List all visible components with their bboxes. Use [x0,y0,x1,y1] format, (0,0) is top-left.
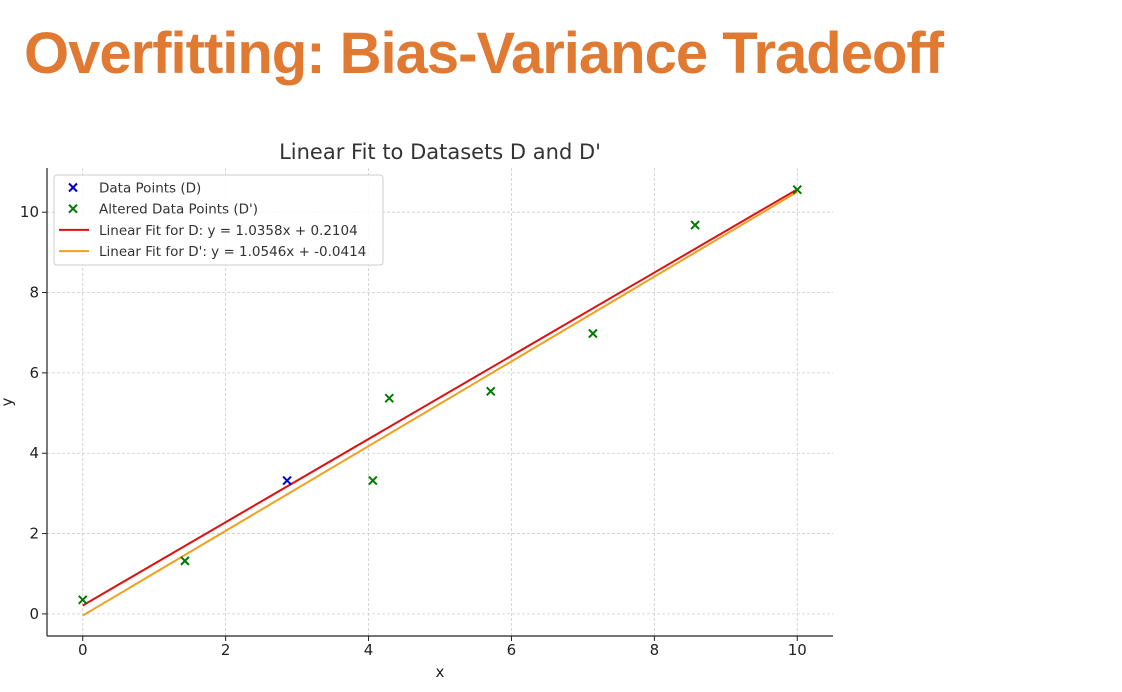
data-point-marker [690,220,700,230]
y-tick-label: 2 [29,525,39,543]
data-point-marker [588,328,598,339]
data-point-marker [180,556,190,566]
data-point-marker [486,386,496,397]
legend-entry-label: Linear Fit for D: y = 1.0358x + 0.2104 [99,223,358,239]
plot-series [78,184,802,617]
legend-entry-label: Data Points (D) [99,181,201,197]
legend-entry-label: Linear Fit for D': y = 1.0546x + -0.0414 [99,244,366,260]
y-tick-label: 0 [29,605,39,623]
x-tick-label: 2 [221,641,231,659]
x-tick-label: 10 [788,641,807,659]
y-tick-label: 6 [29,364,39,382]
y-tick-label: 8 [29,284,39,302]
x-axis-label: x [436,663,445,681]
legend-box [53,174,384,266]
chart-title: Linear Fit to Datasets D and D' [279,140,601,164]
fit-line-2 [82,191,798,617]
legend-marker [68,182,78,193]
y-axis-label: y [0,397,16,406]
data-point-marker [282,475,292,486]
data-point-marker [368,475,378,486]
y-tick-label: 10 [20,203,39,221]
fit-line-1 [82,188,798,607]
y-tick-label: 4 [29,444,39,462]
x-tick-label: 0 [78,641,88,659]
legend-marker [68,203,78,214]
x-tick-label: 6 [507,641,517,659]
slide-title: Overfitting: Bias-Variance Tradeoff [24,21,944,86]
data-point-marker [792,184,802,195]
legend-entry-label: Altered Data Points (D') [99,202,258,218]
axes: 0 2 4 6 8 10 0 2 4 6 8 10 [20,168,833,659]
data-point-marker [384,393,394,403]
x-tick-label: 4 [364,641,374,659]
x-tick-label: 8 [650,641,660,659]
legend: Data Points (D) Altered Data Points (D') L… [53,174,384,266]
data-point-marker [78,595,88,605]
